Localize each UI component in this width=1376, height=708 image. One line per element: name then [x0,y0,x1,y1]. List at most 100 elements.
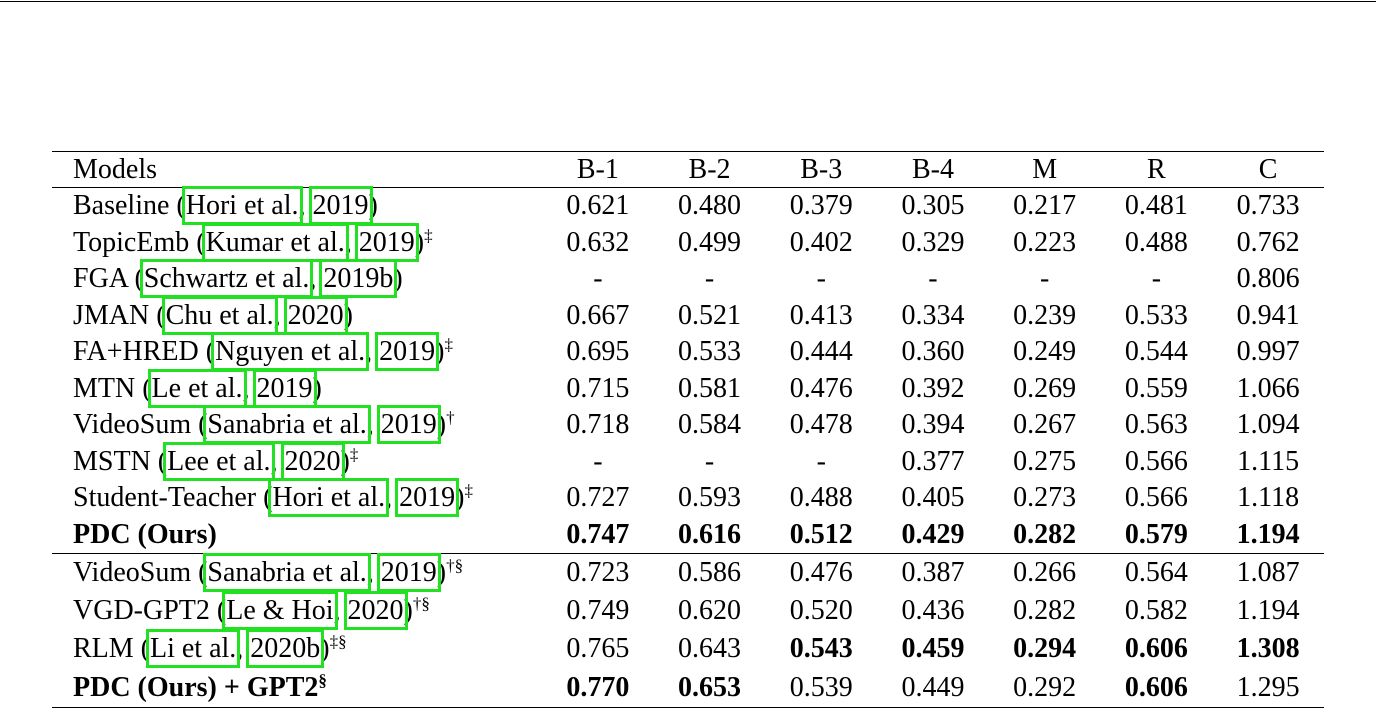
model-text: PDC (Ours) + GPT2 [73,671,319,703]
value-cell: 0.266 [988,553,1101,593]
model-text: ) [414,226,425,258]
model-cell: RLM (Li et al., 2020b)‡§ [52,629,542,669]
model-text: , [242,372,257,404]
value-cell: - [704,445,715,477]
table-row: PDC (Ours) + GPT2§ 0.770 0.653 0.539 0.449 0.… [52,668,1324,708]
value-cell: - [593,445,603,477]
citation: Li et al. [145,629,241,669]
model-cell: FGA (Schwartz et al., 2019b) [52,259,542,299]
model-text: , [365,336,380,368]
citation: Sanabria et al. [203,553,371,593]
model-text: ) [436,557,447,589]
value-cell: 1.087 [1212,553,1324,593]
header-cell: R [1100,151,1213,188]
value-cell: 0.520 [789,595,853,627]
value-cell: 0.476 [765,553,878,593]
model-text: ) [368,190,378,222]
model-text: , [270,445,285,477]
citation: Nguyen et al. [211,332,370,372]
value-cell: 0.747 [566,518,630,550]
model-text: Student-Teacher ( [73,482,273,514]
model-text: MSTN ( [73,445,168,477]
value-cell: 0.584 [678,409,742,441]
table-row: FGA (Schwartz et al., 2019b) - - - - - - 0.806 [52,259,1324,299]
value-cell: 0.566 [1124,445,1188,477]
value-cell: - [593,263,603,295]
value-cell: 0.436 [901,595,965,627]
value-cell: 0.377 [901,445,965,477]
citation: Lee et al. [163,441,275,481]
footnote-mark: ‡ [349,444,359,464]
value-cell: 0.478 [789,409,853,441]
table-row: VGD-GPT2 (Le & Hoi, 2020)†§ 0.749 0.620 0.5… [52,591,1324,631]
model-cell: Baseline (Hori et al., 2019) [52,186,542,226]
value-cell: - [1040,263,1050,295]
model-text: VideoSum ( [73,557,208,589]
model-text: FGA ( [73,263,144,295]
value-cell: 1.194 [1236,518,1300,550]
value-cell: 0.499 [678,226,742,258]
table-row: MTN (Le et al., 2019) 0.715 0.581 0.476 0.39… [52,368,1324,408]
header-cell: B-1 [542,151,654,188]
results-table: Models B-1 B-2 B-3 B-4 M R C Baseline (Hori et … [52,151,1324,708]
value-cell: 1.194 [1236,595,1300,627]
table-body: Baseline (Hori et al., 2019) 0.621 0.480 0.… [52,186,1324,708]
value-cell: - [704,263,715,295]
value-cell: 0.806 [1236,263,1300,295]
value-cell: 0.282 [1013,518,1077,550]
value-cell: 0.543 [789,633,853,665]
citation: Hori et al. [268,478,390,518]
model-text: , [298,190,313,222]
value-cell: 0.273 [1013,482,1077,514]
table-row: TopicEmb (Kumar et al., 2019)‡ 0.632 0.499… [52,222,1324,262]
citation: Hori et al. [181,186,303,226]
model-cell: VideoSum (Sanabria et al., 2019)† [52,405,542,445]
value-cell: 0.275 [1013,445,1077,477]
model-cell: PDC (Ours) [52,517,542,554]
footnote-mark: ‡ [444,335,453,355]
value-cell: 1.115 [1237,445,1300,477]
value-cell: 0.305 [901,190,965,222]
citation: 2020b [246,629,325,669]
value-cell: 0.762 [1236,226,1300,258]
model-cell: JMAN (Chu et al., 2020) [52,295,542,335]
model-text: ) [312,372,322,404]
value-cell: 0.643 [678,633,742,665]
citation: Le & Hoi [222,591,338,631]
model-text: MTN ( [73,372,152,404]
value-cell: 0.579 [1124,518,1188,550]
table-row: VideoSum (Sanabria et al., 2019)† 0.718 0.… [52,405,1324,445]
model-text: VGD-GPT2 ( [73,595,227,627]
citation: 2019 [308,186,373,226]
model-text: ) [393,263,403,295]
value-cell: 0.539 [765,668,878,708]
model-text: , [309,263,324,295]
model-cell: MTN (Le et al., 2019) [52,368,542,408]
model-text: ) [455,482,465,514]
citation: 2019 [395,478,460,518]
citation: 2020 [283,295,348,335]
footnote-mark: ‡ [424,225,433,245]
table-row: RLM (Li et al., 2020b)‡§ 0.765 0.643 0.543 0… [52,629,1324,669]
value-cell: 0.217 [1013,190,1077,222]
citation: 2019 [376,405,441,445]
value-cell: 0.379 [789,190,853,222]
value-cell: 0.360 [901,336,965,368]
value-cell: 0.606 [1124,633,1188,665]
value-cell: 0.581 [678,372,742,404]
value-cell: 0.394 [901,409,965,441]
model-text: ) [340,445,350,477]
value-cell: 0.488 [1124,226,1188,258]
table-row: MSTN (Lee et al., 2020)‡ - - - 0.377 0.275 0.5… [52,441,1324,481]
model-text: , [333,595,348,627]
value-cell: 0.449 [877,668,989,708]
value-cell: 0.512 [789,518,853,550]
citation: 2019b [319,259,398,299]
header-cell: C [1212,151,1324,188]
value-cell: 1.094 [1236,409,1300,441]
model-text: , [385,482,400,514]
model-text: , [366,409,381,441]
citation: 2019 [252,368,317,408]
value-cell: 0.459 [901,633,965,665]
